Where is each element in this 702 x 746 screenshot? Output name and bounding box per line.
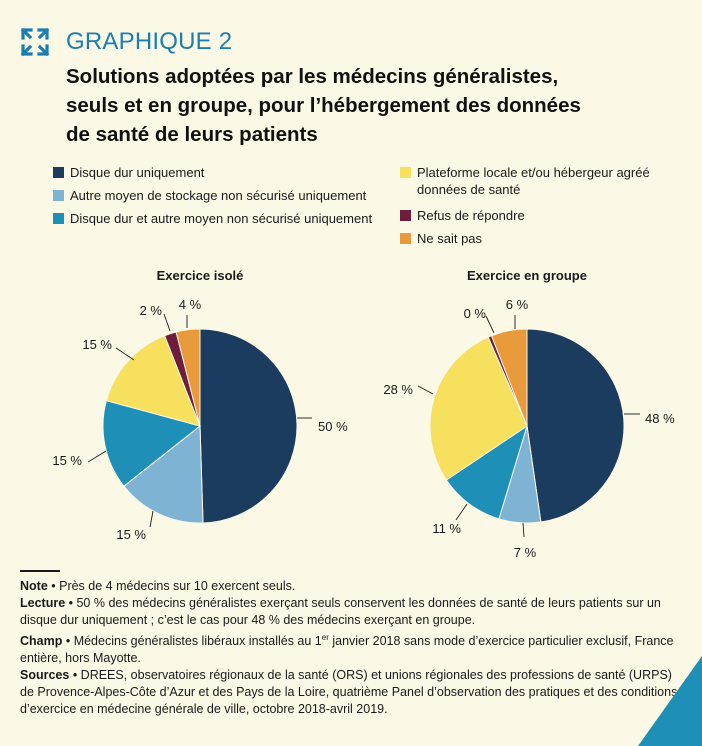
pie-leader-line [455, 503, 468, 521]
legend-label: Refus de répondre [417, 208, 525, 223]
champ-superscript: er [321, 633, 329, 642]
legend-item: Refus de répondre [400, 207, 525, 224]
pie-value-label: 15 % [52, 453, 82, 468]
sources-paragraph: Sources • DREES, observatoires régionaux… [20, 667, 680, 718]
pie-slice [123, 424, 204, 524]
note-text: • Près de 4 médecins sur 10 exercent seu… [47, 579, 296, 593]
legend-swatch [53, 167, 64, 178]
figure-title: Solutions adoptées par les médecins géné… [66, 62, 686, 149]
legend-item: Ne sait pas [400, 230, 482, 247]
pie-leader-line [115, 347, 135, 361]
pie-leader-line [149, 510, 154, 528]
figure-title-line: Solutions adoptées par les médecins géné… [66, 65, 559, 88]
pie-leader-line [417, 385, 434, 395]
pie-value-label: 28 % [383, 382, 413, 397]
figure-kicker: GRAPHIQUE 2 [66, 28, 233, 55]
legend-label-line: données de santé [417, 182, 521, 197]
legend-label: Disque dur uniquement [70, 165, 205, 180]
legend-item: Plateforme locale et/ou hébergeur agréé … [400, 164, 650, 198]
pie-value-label: 50 % [318, 419, 348, 434]
pie-slice [490, 328, 528, 427]
figure-title-line: de santé de leurs patients [66, 123, 318, 146]
note-label: Note [20, 579, 48, 593]
pie-slice [105, 335, 201, 427]
legend-swatch [53, 190, 64, 201]
pie-value-label: 2 % [140, 303, 163, 318]
sources-text: • DREES, observatoires régionaux de la s… [20, 668, 678, 717]
pie-slice [102, 400, 202, 487]
legend-swatch [400, 233, 411, 244]
legend-swatch [400, 210, 411, 221]
champ-text-2: janvier 2018 sans mode d’exercice partic… [20, 634, 674, 666]
pie-value-label: 11 % [432, 521, 461, 536]
figure-title-line: seuls et en groupe, pour l’hébergement d… [66, 94, 581, 117]
legend-label: Ne sait pas [417, 231, 483, 246]
sources-label: Sources [20, 668, 70, 683]
legend-label: Plateforme locale et/ou hébergeur agréé … [417, 164, 650, 198]
notes: Note • Près de 4 médecins sur 10 exercen… [20, 578, 680, 718]
legend-label: Disque dur et autre moyen non sécurisé u… [70, 211, 373, 226]
pie-value-label: 7 % [514, 545, 537, 560]
pie-leader-line [163, 313, 171, 332]
chart-title-groupe: Exercice en groupe [467, 268, 587, 283]
lecture-paragraph: Lecture • 50 % des médecins généralistes… [20, 595, 680, 629]
lecture-text: • 50 % des médecins généralistes exerçan… [20, 596, 661, 627]
pie-value-label: 0 % [464, 306, 487, 321]
lecture-label: Lecture [20, 596, 66, 610]
notes-divider [20, 570, 60, 572]
pie-value-label: 6 % [506, 297, 529, 312]
champ-paragraph: Champ • Médecins généralistes libéraux i… [20, 629, 680, 667]
pie-slice [445, 424, 528, 520]
pie-value-label: 4 % [179, 297, 202, 312]
pie-leader-line [485, 315, 495, 334]
pie-value-label: 15 % [116, 527, 146, 542]
note-paragraph: Note • Près de 4 médecins sur 10 exercen… [20, 578, 680, 595]
pie-slice [526, 328, 625, 523]
legend-label-line: Plateforme locale et/ou hébergeur agréé [417, 165, 650, 180]
champ-label: Champ [20, 634, 63, 649]
legend-item: Disque dur uniquement [53, 164, 204, 181]
legend-swatch [400, 167, 411, 178]
pie-leader-line [87, 450, 107, 463]
pie-slice [175, 328, 201, 427]
pie-charts: 50 % 15 % 15 % 15 % 2 % 4 % 48 % 7 % 11 % 28 % 0 %… [52, 297, 675, 560]
legend-item: Disque dur et autre moyen non sécurisé u… [53, 210, 372, 227]
pie-slice [429, 336, 528, 481]
legend-item: Autre moyen de stockage non sécurisé uni… [53, 187, 366, 204]
pie-value-label: 15 % [82, 337, 112, 352]
champ-text: • Médecins généralistes libéraux install… [62, 634, 322, 649]
legend-swatch [53, 213, 64, 224]
corner-decoration [638, 656, 702, 746]
expand-icon [20, 27, 50, 57]
pie-slice [199, 328, 298, 524]
pie-value-label: 48 % [645, 411, 675, 426]
pie-leader-line [522, 522, 525, 538]
chart-title-isole: Exercice isolé [156, 268, 244, 283]
legend-label: Autre moyen de stockage non sécurisé uni… [70, 188, 367, 203]
